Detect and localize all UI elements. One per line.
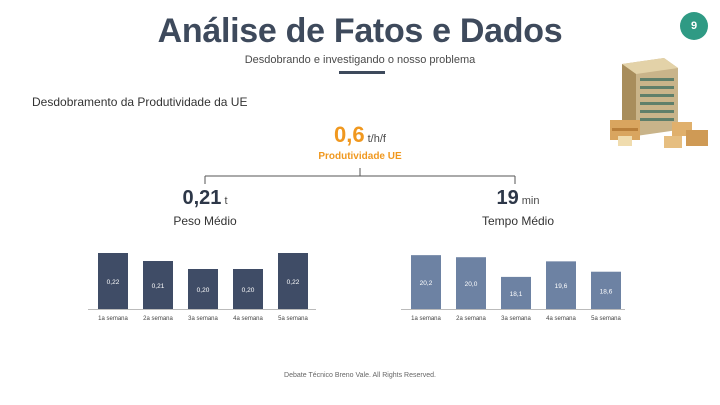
- bar-value-label: 0,22: [287, 279, 300, 286]
- kpi-peso-label: Peso Médio: [173, 214, 237, 228]
- bar-value-label: 0,20: [242, 287, 255, 294]
- bar-peso-3: [188, 269, 218, 309]
- category-tick-label: 1a semana: [98, 316, 128, 322]
- building-icon: [622, 58, 678, 136]
- bar-value-label: 0,20: [197, 287, 210, 294]
- slide-subtitle: Desdobrando e investigando o nosso probl…: [244, 54, 476, 66]
- chart-tempo: 20,2 1a semana 20,0 2a semana 18,1 3a semana 1…: [401, 255, 625, 322]
- bar-tempo-5: [591, 271, 621, 309]
- kpi-tempo-label: Tempo Médio: [481, 214, 555, 228]
- chart-peso: 0,22 1a semana 0,21 2a semana 0,20 3a semana 0…: [88, 253, 316, 322]
- category-tick-label: 4a semana: [546, 316, 576, 322]
- bar-tempo-2: [456, 257, 486, 309]
- box-stack-icon: [610, 120, 708, 148]
- category-tick-label: 5a semana: [591, 316, 621, 322]
- bar-value-label: 0,21: [152, 283, 165, 290]
- kpi-produtividade-value: 0,6: [334, 122, 365, 147]
- category-tick-label: 2a semana: [456, 316, 486, 322]
- bar-value-label: 20,2: [420, 280, 433, 287]
- bar-tempo-4: [546, 261, 576, 309]
- kpi-peso-medio: 0,21 t Peso Médio: [130, 187, 280, 228]
- bar-tempo-3: [501, 276, 531, 309]
- kpi-tempo-medio: 19 min Tempo Médio: [443, 187, 593, 228]
- category-tick-label: 5a semana: [278, 316, 308, 322]
- bar-tempo-1: [411, 255, 441, 309]
- bar-value-label: 18,1: [510, 291, 523, 298]
- bar-peso-2: [143, 261, 173, 309]
- title-underline: [339, 71, 385, 74]
- category-tick-label: 3a semana: [501, 316, 531, 322]
- slide-title: Análise de Fatos e Dados: [157, 12, 563, 50]
- kpi-produtividade-label: Produtividade UE: [318, 151, 402, 162]
- bar-peso-4: [233, 269, 263, 309]
- category-tick-label: 1a semana: [411, 316, 441, 322]
- kpi-produtividade: 0,6 t/h/f Produtividade UE: [290, 122, 430, 162]
- kpi-produtividade-unit: t/h/f: [367, 133, 386, 145]
- kpi-tempo-unit: min: [521, 195, 540, 207]
- bar-value-label: 19,6: [555, 283, 568, 290]
- bar-value-label: 18,6: [600, 288, 613, 295]
- category-tick-label: 3a semana: [188, 316, 218, 322]
- bar-peso-5: [278, 253, 308, 309]
- category-tick-label: 2a semana: [143, 316, 173, 322]
- warehouse-boxes-illustration: [610, 58, 708, 148]
- kpi-peso-value: 0,21: [182, 187, 222, 209]
- kpi-tempo-value: 19: [496, 187, 519, 209]
- category-tick-label: 4a semana: [233, 316, 263, 322]
- bar-value-label: 20,0: [465, 281, 478, 288]
- footer-copyright: Debate Técnico Breno Vale. All Rights Re…: [284, 372, 436, 379]
- section-heading: Desdobramento da Produtividade da UE: [32, 95, 248, 109]
- page-number-badge: 9: [680, 12, 708, 40]
- bar-peso-1: [98, 253, 128, 309]
- kpi-peso-unit: t: [224, 195, 228, 207]
- bar-value-label: 0,22: [107, 279, 120, 286]
